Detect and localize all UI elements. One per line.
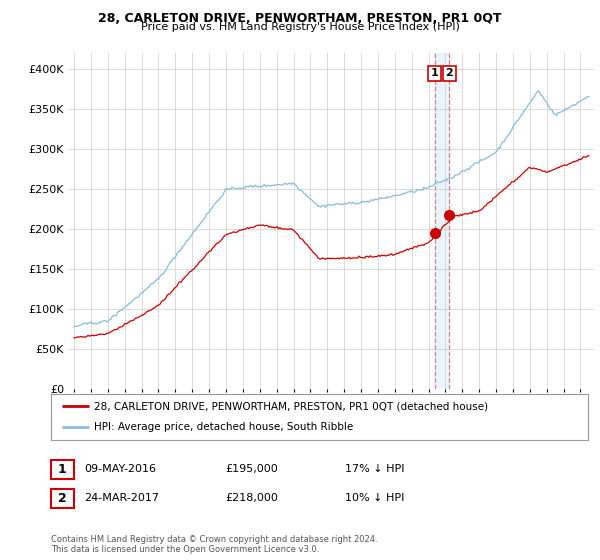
Text: HPI: Average price, detached house, South Ribble: HPI: Average price, detached house, Sout…	[94, 422, 353, 432]
Text: £195,000: £195,000	[225, 464, 278, 474]
Text: 10% ↓ HPI: 10% ↓ HPI	[345, 493, 404, 503]
Text: Contains HM Land Registry data © Crown copyright and database right 2024.
This d: Contains HM Land Registry data © Crown c…	[51, 535, 377, 554]
Text: £218,000: £218,000	[225, 493, 278, 503]
Text: 2: 2	[445, 68, 453, 78]
Text: 2: 2	[58, 492, 67, 505]
Text: 1: 1	[431, 68, 439, 78]
Bar	[435, 53, 449, 389]
Text: 17% ↓ HPI: 17% ↓ HPI	[345, 464, 404, 474]
Text: 28, CARLETON DRIVE, PENWORTHAM, PRESTON, PR1 0QT: 28, CARLETON DRIVE, PENWORTHAM, PRESTON,…	[98, 12, 502, 25]
Text: 1: 1	[58, 463, 67, 476]
Text: 09-MAY-2016: 09-MAY-2016	[84, 464, 156, 474]
Text: 28, CARLETON DRIVE, PENWORTHAM, PRESTON, PR1 0QT (detached house): 28, CARLETON DRIVE, PENWORTHAM, PRESTON,…	[94, 401, 488, 411]
Text: 24-MAR-2017: 24-MAR-2017	[84, 493, 159, 503]
Text: Price paid vs. HM Land Registry's House Price Index (HPI): Price paid vs. HM Land Registry's House …	[140, 22, 460, 32]
